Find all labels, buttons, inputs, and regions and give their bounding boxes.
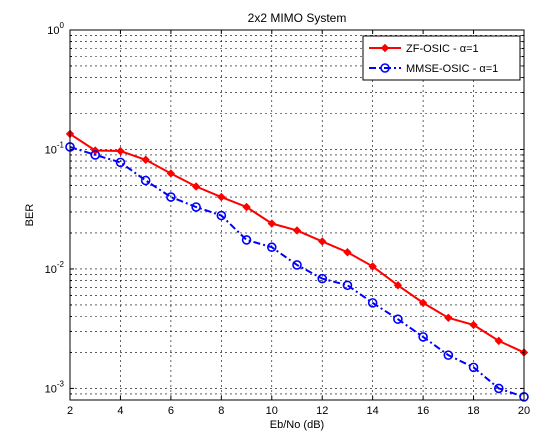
grid-lines bbox=[70, 30, 524, 400]
legend-box bbox=[362, 35, 521, 81]
data-point bbox=[494, 336, 503, 346]
data-point bbox=[418, 332, 428, 342]
data-point bbox=[393, 314, 403, 324]
y-tick-base: 10 bbox=[47, 25, 59, 37]
x-tick-label: 16 bbox=[417, 405, 429, 417]
plot-frame bbox=[69, 29, 525, 401]
series-mmse-osic bbox=[65, 142, 529, 402]
data-point bbox=[216, 210, 227, 221]
data-point bbox=[393, 281, 403, 290]
data-point bbox=[191, 182, 201, 191]
data-point bbox=[292, 260, 302, 270]
data-point bbox=[140, 175, 151, 186]
data-point bbox=[217, 192, 226, 202]
data-point bbox=[242, 202, 251, 212]
data-point bbox=[241, 235, 252, 245]
data-point bbox=[368, 262, 377, 271]
x-tick-label: 6 bbox=[168, 405, 174, 417]
legend-marker bbox=[380, 43, 390, 53]
y-tick-exponent: -1 bbox=[57, 140, 65, 149]
data-point bbox=[342, 280, 353, 291]
legend: ZF-OSIC - α=1 MMSE-OSIC - α=1 bbox=[362, 35, 521, 81]
legend-marker bbox=[380, 63, 390, 73]
data-point bbox=[367, 298, 378, 308]
y-tick-base: 10 bbox=[45, 264, 57, 276]
data-point bbox=[468, 362, 479, 373]
data-point bbox=[444, 313, 453, 323]
series-line bbox=[69, 145, 525, 398]
y-tick-exponent: -2 bbox=[57, 260, 65, 269]
legend-label: ZF-OSIC - α=1 bbox=[406, 43, 479, 55]
data-point bbox=[166, 192, 176, 202]
legend-label: MMSE-OSIC - α=1 bbox=[406, 63, 498, 75]
data-point bbox=[292, 226, 302, 235]
data-point bbox=[141, 155, 150, 164]
y-axis-label: BER bbox=[24, 204, 36, 227]
chart-title: 2x2 MIMO System bbox=[248, 11, 347, 25]
data-point bbox=[266, 242, 277, 253]
x-axis: 2 4 6 8 10 12 14 16 18 20 bbox=[67, 30, 530, 417]
series-layer bbox=[65, 129, 529, 402]
x-tick-label: 14 bbox=[367, 405, 379, 417]
x-tick-label: 20 bbox=[518, 405, 530, 417]
data-point bbox=[318, 237, 327, 246]
data-point bbox=[166, 169, 176, 178]
data-point bbox=[267, 219, 276, 228]
data-point bbox=[493, 383, 504, 394]
series-zf-osic bbox=[65, 129, 529, 357]
data-point bbox=[90, 150, 101, 160]
x-tick-label: 8 bbox=[218, 405, 224, 417]
x-tick-label: 10 bbox=[266, 405, 278, 417]
data-point bbox=[317, 273, 328, 284]
data-point bbox=[115, 157, 126, 168]
y-tick-label: 100 bbox=[47, 21, 64, 37]
y-tick-base: 10 bbox=[45, 144, 57, 156]
y-tick-exponent: -3 bbox=[57, 379, 65, 388]
data-point bbox=[469, 320, 478, 330]
y-tick-label: 10-2 bbox=[45, 260, 65, 276]
y-tick-label: 10-1 bbox=[45, 140, 65, 156]
x-tick-label: 12 bbox=[316, 405, 328, 417]
plot-area bbox=[70, 30, 524, 400]
x-tick-label: 2 bbox=[67, 405, 73, 417]
x-tick-label: 18 bbox=[467, 405, 479, 417]
data-point bbox=[418, 298, 428, 308]
y-tick-exponent: 0 bbox=[60, 21, 65, 30]
y-tick-base: 10 bbox=[45, 383, 57, 395]
x-tick-label: 4 bbox=[117, 405, 123, 417]
data-point bbox=[116, 146, 125, 156]
data-point bbox=[343, 248, 352, 257]
x-axis-label: Eb/No (dB) bbox=[270, 419, 324, 431]
y-tick-label: 10-3 bbox=[45, 379, 65, 395]
data-point bbox=[191, 202, 201, 212]
data-point bbox=[443, 350, 454, 360]
